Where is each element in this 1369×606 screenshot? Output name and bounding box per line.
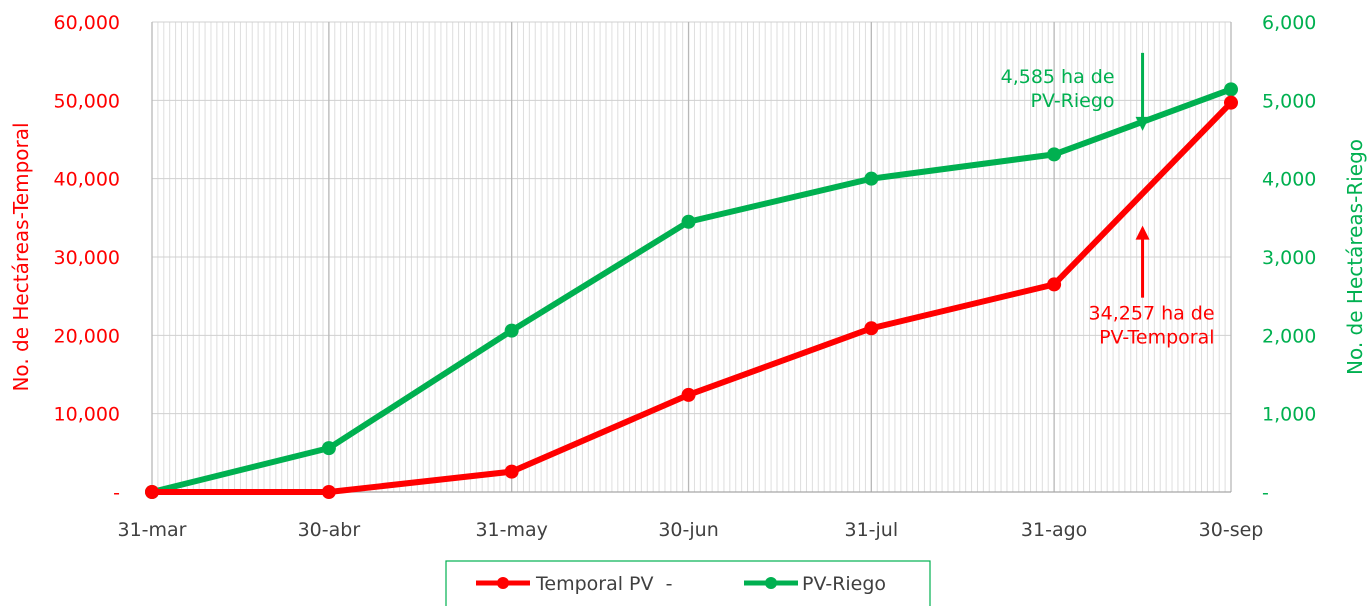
data-point-riego xyxy=(1224,82,1238,97)
data-point-temporal xyxy=(504,464,519,479)
data-point-temporal xyxy=(1047,277,1062,292)
x-tick-label: 30-sep xyxy=(1199,519,1264,541)
left-tick-label: 30,000 xyxy=(54,247,120,269)
right-tick-label: 1,000 xyxy=(1262,404,1316,426)
series-line-temporal xyxy=(152,100,1234,495)
legend: Temporal PV - PV-Riego xyxy=(445,560,931,606)
x-tick-label: 31-may xyxy=(475,519,547,541)
data-point-riego xyxy=(681,214,696,229)
left-tick-label: 50,000 xyxy=(54,90,120,112)
x-tick-label: 30-abr xyxy=(298,519,361,541)
x-tick-label: 30-jun xyxy=(658,519,718,541)
annotation-arrowhead-temporal xyxy=(1135,225,1150,240)
data-point-temporal xyxy=(681,387,696,402)
left-axis-title: No. de Hectáreas-Temporal xyxy=(9,122,33,391)
annotation-text-temporal: 34,257 ha de xyxy=(1089,303,1215,325)
data-point-riego xyxy=(321,441,336,456)
left-tick-label: - xyxy=(113,482,120,504)
data-point-riego xyxy=(864,171,879,186)
right-tick-label: 6,000 xyxy=(1262,12,1316,34)
data-point-temporal xyxy=(145,485,159,499)
annotation-text-temporal: PV-Temporal xyxy=(1099,327,1214,349)
series-lines xyxy=(145,82,1238,499)
right-axis-ticks: - 1,000 2,000 3,000 4,000 5,000 6,000 xyxy=(1262,12,1316,504)
x-tick-label: 31-mar xyxy=(118,519,187,541)
left-tick-label: 20,000 xyxy=(54,325,120,347)
legend-marker-temporal xyxy=(497,577,509,589)
left-tick-label: 60,000 xyxy=(54,12,120,34)
left-axis-ticks: - 10,000 20,000 30,000 40,000 50,000 60,000 xyxy=(54,12,120,504)
x-tick-label: 31-jul xyxy=(845,519,899,541)
x-tick-label: 31-ago xyxy=(1021,519,1087,541)
right-axis-title: No. de Hectáreas-Riego xyxy=(1343,139,1367,375)
data-point-riego xyxy=(504,323,519,338)
series-line-riego xyxy=(151,86,1233,495)
right-tick-label: - xyxy=(1262,482,1269,504)
legend-item-riego: PV-Riego xyxy=(744,573,886,595)
legend-item-temporal: Temporal PV - xyxy=(476,573,672,595)
right-tick-label: 2,000 xyxy=(1262,325,1316,347)
legend-label-riego: PV-Riego xyxy=(802,573,886,595)
left-tick-label: 10,000 xyxy=(54,404,120,426)
x-axis-ticks: 31-mar 30-abr 31-may 30-jun 31-jul 31-ago 30-s… xyxy=(118,519,1264,541)
legend-label-temporal: Temporal PV - xyxy=(535,573,672,595)
data-point-temporal xyxy=(864,321,879,336)
annotation-arrowhead-riego xyxy=(1135,116,1150,131)
right-tick-label: 4,000 xyxy=(1262,169,1316,191)
annotation-text-riego: PV-Riego xyxy=(1030,90,1114,112)
data-point-riego xyxy=(1047,147,1062,162)
data-point-temporal xyxy=(1224,95,1238,110)
data-point-temporal xyxy=(321,485,336,499)
left-tick-label: 40,000 xyxy=(54,169,120,191)
legend-marker-riego xyxy=(765,577,777,589)
right-tick-label: 3,000 xyxy=(1262,247,1316,269)
right-tick-label: 5,000 xyxy=(1262,90,1316,112)
annotation-text-riego: 4,585 ha de xyxy=(1001,66,1115,88)
